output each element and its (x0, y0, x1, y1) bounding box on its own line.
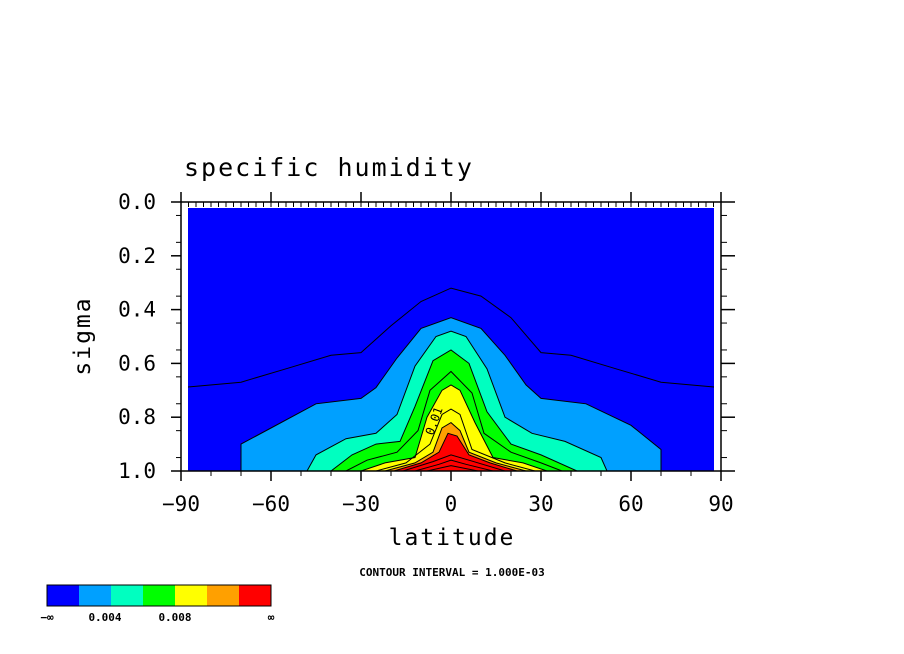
y-tick-label: 0.6 (118, 351, 156, 375)
x-tick-label: 90 (708, 492, 733, 516)
y-axis-label: sigma (70, 296, 96, 375)
contour-line-4 (345, 370, 563, 471)
x-axis-label: latitude (389, 525, 516, 551)
colorbar-swatch (47, 585, 79, 606)
colorbar-swatch (143, 585, 175, 606)
x-tick-label: 0 (445, 492, 458, 516)
x-tick-label: 60 (618, 492, 643, 516)
contour-line-9 (402, 454, 506, 471)
y-tick-label: 0.2 (118, 244, 156, 268)
colorbar-label: ∞ (268, 611, 275, 624)
colorbar-swatch (79, 585, 111, 606)
colorbar-swatch (207, 585, 239, 606)
contour-interval-note: CONTOUR INTERVAL = 1.000E-03 (359, 566, 544, 579)
colorbar-swatch (175, 585, 207, 606)
colorbar-label: 0.008 (158, 611, 191, 624)
colorbar-label: −∞ (40, 611, 54, 624)
contour-line-1 (240, 317, 662, 471)
x-tick-label: −30 (342, 492, 380, 516)
x-axis: −90 −60 −30 0 30 60 90 (162, 192, 734, 516)
contour-line-0 (188, 287, 714, 388)
contour-line-11 (426, 465, 479, 471)
contour-lines (188, 287, 714, 471)
x-tick-label: −60 (252, 492, 290, 516)
colorbar-swatch (111, 585, 143, 606)
colorbar: −∞ 0.004 0.008 ∞ (40, 584, 275, 624)
colorbar-label: 0.004 (88, 611, 121, 624)
contour-fill-11 (427, 465, 478, 471)
y-axis: 0.0 0.2 0.4 0.6 0.8 1.0 (118, 190, 735, 483)
chart-title: specific humidity (184, 153, 474, 182)
colorbar-swatch (239, 585, 271, 606)
contour-line-3 (330, 349, 578, 471)
x-tick-label: 30 (528, 492, 553, 516)
colorbar-frame (46, 584, 272, 607)
y-tick-label: 0.0 (118, 190, 156, 214)
contour-line-7 (384, 421, 527, 471)
contour-line-2 (306, 330, 608, 471)
plot-area: 0.01 (188, 208, 714, 471)
contour-fill-10 (415, 460, 493, 471)
x-tick-label: −90 (162, 492, 200, 516)
y-tick-label: 1.0 (118, 459, 156, 483)
contour-line-10 (414, 459, 494, 471)
y-tick-label: 0.8 (118, 405, 156, 429)
contour-line-8 (393, 432, 518, 471)
minor-ticks (176, 202, 727, 476)
contour-line-6 (375, 408, 536, 471)
contour-line-5 (360, 384, 548, 471)
y-tick-label: 0.4 (118, 298, 156, 322)
